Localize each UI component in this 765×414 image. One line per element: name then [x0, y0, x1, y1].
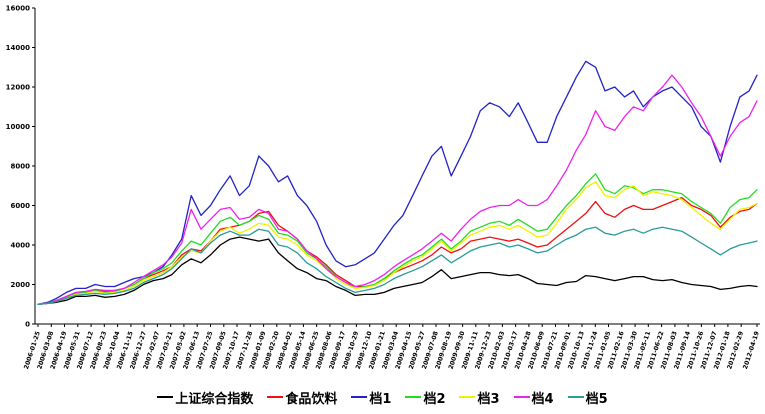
series-line-6	[37, 74, 758, 305]
legend-item: 档4	[513, 388, 554, 407]
y-tick-label: 4000	[11, 242, 31, 250]
legend-label: 档2	[423, 391, 446, 407]
y-tick-label: 2000	[11, 281, 31, 289]
y-tick-label: 12000	[6, 84, 30, 92]
y-tick-label: 16000	[6, 5, 30, 13]
series-lines	[37, 60, 758, 305]
y-tick-label: 0	[25, 321, 30, 329]
legend-item: 档2	[405, 388, 445, 407]
legend-item: 上证综合指数	[157, 388, 253, 407]
x-axis-ticks: 2006-01-252006-03-082006-04-192006-05-31…	[23, 324, 761, 370]
legend-label: 档1	[369, 391, 392, 407]
series-line-3	[37, 60, 758, 305]
legend-label: 食品饮料	[285, 391, 338, 407]
series-line-2	[37, 196, 758, 305]
series-line-5	[37, 181, 758, 305]
chart-legend: 上证综合指数 食品饮料 档1 档2 档3 档4 档5	[0, 386, 765, 408]
legend-swatch	[157, 396, 174, 398]
legend-swatch	[567, 396, 584, 398]
legend-swatch	[513, 396, 530, 398]
legend-item: 档3	[459, 388, 500, 407]
y-tick-label: 6000	[11, 202, 31, 210]
series-line-7	[37, 226, 758, 305]
legend-label: 档4	[531, 391, 554, 407]
x-tick-label: 2012-04-19	[742, 330, 761, 370]
series-line-1	[37, 236, 758, 305]
y-tick-label: 14000	[6, 44, 30, 52]
legend-swatch	[267, 396, 284, 398]
legend-swatch	[351, 396, 368, 398]
y-axis-ticks: 0 2000 4000 6000 8000 10000 12000 14000 16000	[6, 5, 35, 329]
legend-swatch	[459, 396, 476, 398]
legend-item: 食品饮料	[267, 388, 337, 407]
legend-swatch	[405, 396, 422, 398]
legend-label: 档3	[477, 391, 500, 407]
legend-item: 档5	[567, 388, 608, 407]
y-tick-label: 10000	[6, 123, 30, 131]
y-tick-label: 8000	[11, 163, 31, 171]
legend-label: 上证综合指数	[175, 391, 254, 407]
legend-item: 档1	[351, 388, 391, 407]
legend-label: 档5	[585, 391, 608, 407]
